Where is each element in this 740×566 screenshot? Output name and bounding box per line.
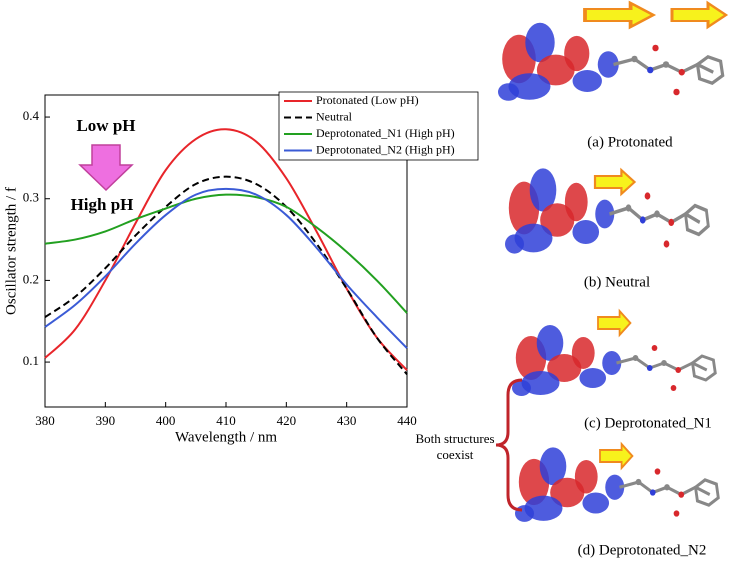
legend-label: Deprotonated_N2 (High pH) bbox=[316, 142, 455, 156]
y-tick-label: 0.1 bbox=[23, 353, 39, 368]
arrow bbox=[583, 1, 656, 29]
bracket bbox=[495, 378, 523, 512]
series-line bbox=[44, 193, 408, 314]
y-axis-label: Oscillator strength / f bbox=[3, 187, 19, 315]
x-tick-label: 410 bbox=[216, 413, 236, 428]
x-tick-label: 440 bbox=[397, 413, 417, 428]
series-line bbox=[44, 187, 408, 349]
y-tick-label: 0.3 bbox=[23, 190, 39, 205]
y-tick-label: 0.2 bbox=[23, 271, 39, 286]
chart: 380 390 400 410 420 430 440 0.1 0.2 0.3 0.4 Wavelen… bbox=[3, 91, 479, 445]
arrow bbox=[670, 1, 728, 29]
coexist-label: coexist bbox=[437, 447, 474, 462]
caption: (c) Deprotonated_N1 bbox=[584, 415, 712, 431]
caption: (d) Deprotonated_N2 bbox=[578, 542, 707, 558]
arrow bbox=[593, 168, 636, 196]
molecule-c bbox=[510, 323, 717, 398]
series-line bbox=[44, 175, 408, 375]
annotation: Low pH bbox=[76, 116, 135, 135]
series-line bbox=[44, 128, 408, 371]
caption: (b) Neutral bbox=[584, 274, 650, 290]
x-tick-label: 420 bbox=[277, 413, 297, 428]
legend-label: Neutral bbox=[316, 109, 353, 123]
arrow bbox=[599, 443, 634, 469]
x-tick-label: 390 bbox=[96, 413, 116, 428]
legend-label: Protonated (Low pH) bbox=[316, 93, 419, 107]
coexist-label: Both structures bbox=[415, 431, 494, 446]
arrow bbox=[597, 310, 632, 336]
x-tick-label: 430 bbox=[337, 413, 357, 428]
molecule-a bbox=[496, 21, 725, 103]
caption: (a) Protonated bbox=[587, 134, 673, 150]
x-tick-label: 400 bbox=[156, 413, 176, 428]
x-axis-label: Wavelength / nm bbox=[175, 429, 277, 445]
legend-label: Deprotonated_N1 (High pH) bbox=[316, 126, 455, 140]
legend-box bbox=[278, 91, 479, 161]
ph-arrow bbox=[78, 144, 134, 192]
annotation: High pH bbox=[71, 195, 134, 214]
x-tick-label: 380 bbox=[35, 413, 55, 428]
y-tick-label: 0.4 bbox=[23, 108, 40, 123]
molecules bbox=[495, 1, 728, 524]
